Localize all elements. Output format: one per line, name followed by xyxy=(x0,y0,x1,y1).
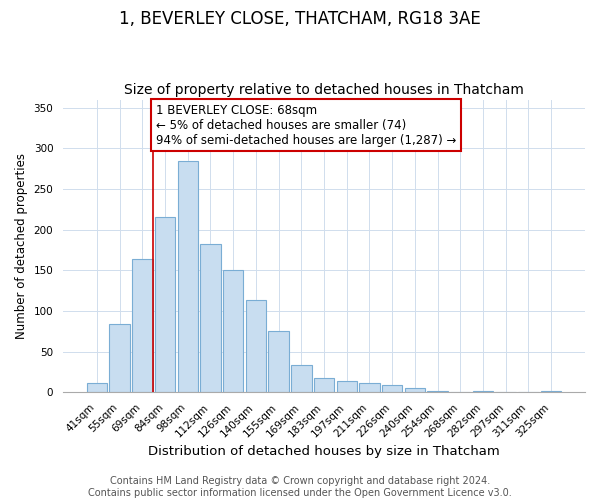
Bar xyxy=(314,378,334,392)
Bar xyxy=(541,390,561,392)
Bar xyxy=(427,390,448,392)
Bar xyxy=(223,270,244,392)
Bar xyxy=(109,324,130,392)
Bar xyxy=(382,385,403,392)
X-axis label: Distribution of detached houses by size in Thatcham: Distribution of detached houses by size … xyxy=(148,444,500,458)
Bar xyxy=(155,216,175,392)
Title: Size of property relative to detached houses in Thatcham: Size of property relative to detached ho… xyxy=(124,83,524,97)
Bar xyxy=(337,381,357,392)
Bar xyxy=(200,244,221,392)
Bar xyxy=(291,364,311,392)
Bar xyxy=(245,300,266,392)
Bar xyxy=(359,382,380,392)
Bar xyxy=(132,259,152,392)
Bar xyxy=(178,160,198,392)
Y-axis label: Number of detached properties: Number of detached properties xyxy=(15,153,28,339)
Text: 1, BEVERLEY CLOSE, THATCHAM, RG18 3AE: 1, BEVERLEY CLOSE, THATCHAM, RG18 3AE xyxy=(119,10,481,28)
Bar xyxy=(268,332,289,392)
Bar xyxy=(473,390,493,392)
Bar xyxy=(87,384,107,392)
Text: 1 BEVERLEY CLOSE: 68sqm
← 5% of detached houses are smaller (74)
94% of semi-det: 1 BEVERLEY CLOSE: 68sqm ← 5% of detached… xyxy=(156,104,457,146)
Text: Contains HM Land Registry data © Crown copyright and database right 2024.
Contai: Contains HM Land Registry data © Crown c… xyxy=(88,476,512,498)
Bar xyxy=(404,388,425,392)
